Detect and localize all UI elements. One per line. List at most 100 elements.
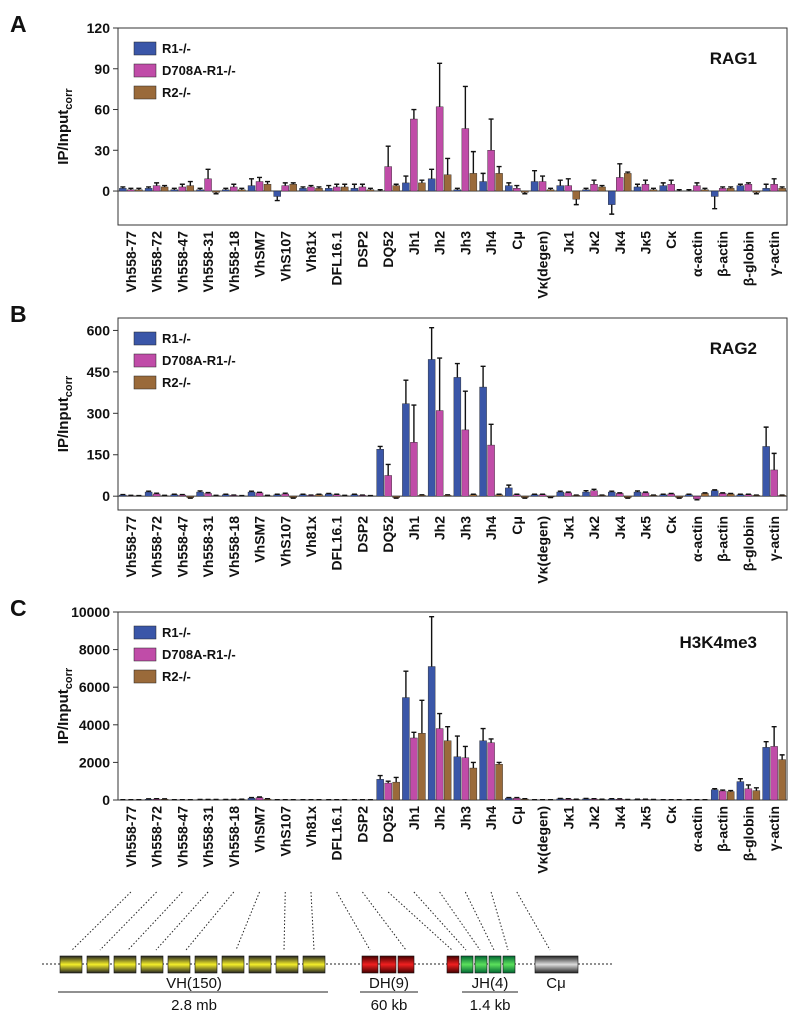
bar [315,188,323,192]
bar [718,493,727,497]
x-tick-label: Jh1 [406,516,422,540]
bar [418,182,426,192]
bar [513,494,521,497]
x-tick-label: DFL16.1 [329,516,345,571]
bar [443,740,452,801]
error-bar [393,497,399,499]
error-bar [249,490,255,493]
error-bar [591,488,597,491]
error-bar [712,788,718,790]
error-bar [282,182,288,186]
x-tick-label: Cκ [663,806,679,824]
y-tick-label: 10000 [71,604,110,620]
bar [538,181,547,192]
dh-size: 60 kb [371,997,408,1014]
x-tick-label: β-globin [740,516,756,571]
x-tick-label: Jκ2 [586,231,602,255]
error-bar [496,493,502,495]
x-tick-label: Vh558-47 [174,806,190,868]
error-bar [359,183,365,187]
bar [119,188,127,192]
bar [160,186,169,192]
error-bar [171,187,177,190]
legend-label: D708A-R1-/- [162,353,236,368]
error-bar [403,670,409,698]
bar [726,791,735,801]
dh-segments [361,955,460,974]
error-bar [470,493,476,495]
error-bar [599,184,605,187]
bar [590,490,598,497]
bar [770,184,778,192]
vh-size: 2.8 mb [171,997,217,1014]
x-tick-label: Jh1 [406,806,422,830]
bar [718,790,727,801]
connector-line [439,891,481,951]
x-tick-label: DSP2 [354,516,370,553]
error-bar [540,175,546,182]
x-tick-label: Cκ [663,516,679,534]
error-bar [583,489,589,493]
bar [410,118,418,192]
error-bar [642,179,648,185]
bar [762,446,770,497]
x-tick-label: Vh558-47 [174,516,190,578]
bar [633,186,642,192]
error-bar [470,761,476,769]
x-tick-label: Vh558-47 [174,231,190,293]
bar [427,666,436,801]
error-bar [454,362,460,378]
bar [513,188,521,192]
bar [726,188,735,192]
error-bar [480,365,486,388]
error-bar [385,145,391,167]
x-tick-label: Vh81x [303,806,319,847]
x-tick-label: Vκ(degen) [535,806,551,874]
error-bar [429,168,435,179]
error-bar [445,725,451,741]
error-bar [179,183,185,187]
bar [144,491,153,497]
x-tick-label: DQ52 [380,806,396,843]
error-bar [197,187,203,190]
legend-swatch [133,647,157,662]
bar [778,759,786,801]
error-bar [488,118,494,151]
bar [273,494,281,497]
bar [487,150,495,192]
legend-swatch [133,331,157,346]
error-bar [720,789,726,791]
cmu-segment [534,955,579,974]
bar [255,181,264,192]
bar [299,188,307,192]
bar [178,494,187,497]
error-bar [146,186,152,189]
error-bar [745,784,751,789]
jh-label: JH(4) [472,975,509,992]
error-bar [488,738,494,743]
error-bar [583,187,589,190]
bar [289,184,297,192]
connector-line [185,891,235,951]
bar [624,495,632,498]
legend-label: R2-/- [162,375,191,390]
bar [333,186,341,192]
x-tick-label: VhSM7 [252,516,268,563]
dh-label: DH(9) [369,975,409,992]
bar [572,190,580,200]
error-bar [377,445,383,450]
bar [693,185,701,192]
error-bar [506,484,512,488]
bar [427,178,436,192]
bar [530,181,539,192]
bar [582,189,590,192]
error-bar [462,745,468,758]
error-bar [274,493,280,495]
bar [392,495,400,498]
bar [469,173,478,192]
connector-line [464,891,495,951]
error-bar [231,183,237,187]
x-tick-label: Jκ1 [560,516,576,540]
error-bar [514,796,520,799]
error-bar [625,497,631,499]
